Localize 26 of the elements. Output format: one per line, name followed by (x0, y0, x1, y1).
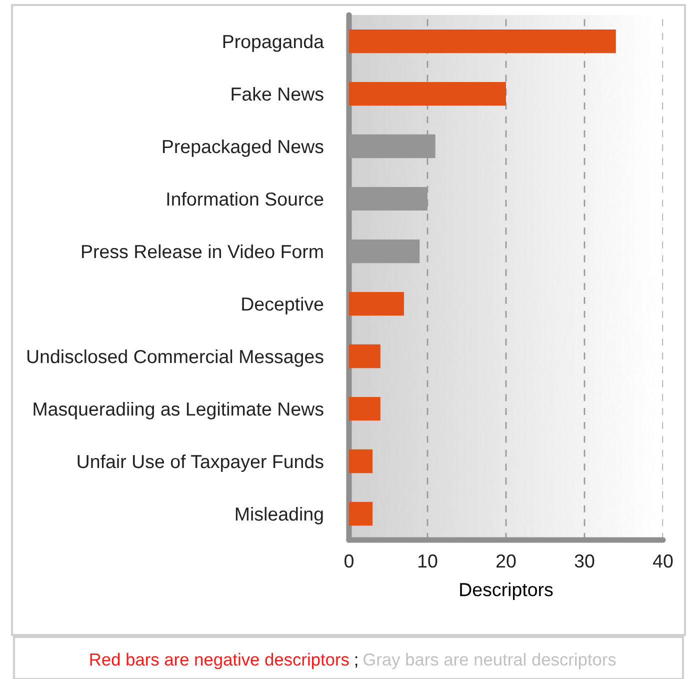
y-tick-label: Undisclosed Commercial Messages (27, 349, 324, 367)
y-tick-label: Unfair Use of Taxpayer Funds (78, 454, 324, 472)
x-axis-title: Descriptors (460, 582, 553, 600)
text: Gray bars are neutral descriptors (364, 652, 616, 670)
x-tick-label: 20 (496, 554, 516, 568)
y-tick-label: Press Release in Video Form (82, 244, 323, 258)
y-tick-label: Prepackaged News (162, 139, 324, 157)
bar (349, 82, 506, 106)
bar (349, 29, 616, 54)
text: Red bars are negative descriptors (90, 652, 349, 670)
y-tick-label: Fake News (232, 86, 324, 101)
x-tick-label: 40 (653, 554, 673, 568)
bar (349, 344, 380, 368)
y-tick-label: Masqueradiing as Legitimate News (34, 402, 324, 420)
x-tick-label: 0 (344, 554, 354, 568)
text: ; (355, 656, 358, 668)
x-tick-label: 10 (418, 554, 438, 568)
bar (349, 449, 373, 474)
x-tick-label: 30 (574, 554, 594, 568)
bar (349, 292, 404, 316)
bar (349, 396, 380, 421)
bar (349, 502, 373, 526)
y-tick-label: Propaganda (223, 34, 324, 52)
y-tick-label: Deceptive (242, 296, 324, 314)
y-tick-label: Information Source (167, 192, 324, 206)
y-tick-label: Misleading (236, 506, 323, 524)
